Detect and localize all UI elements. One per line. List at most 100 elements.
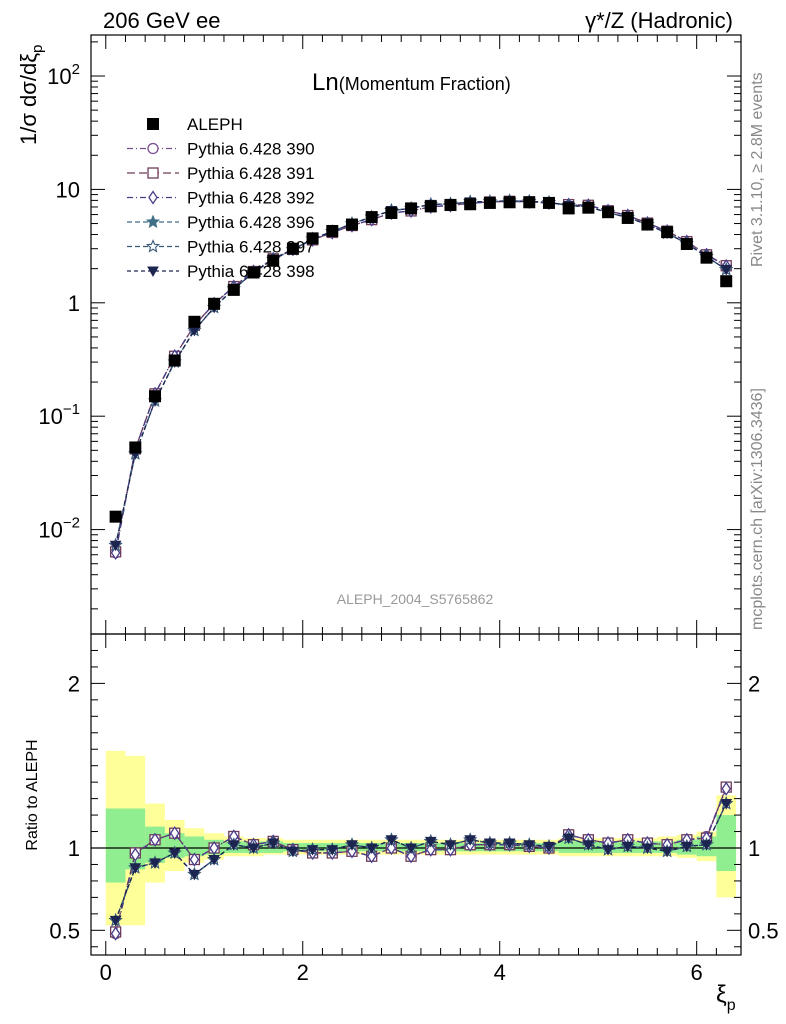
series-point-ratio xyxy=(188,869,201,881)
x-tick-label: 4 xyxy=(494,960,506,985)
legend-marker xyxy=(147,167,159,179)
series-point-ratio xyxy=(150,832,160,847)
series-point-ratio xyxy=(425,842,436,857)
series-point-ratio xyxy=(247,843,260,855)
series-point-ratio xyxy=(110,926,121,941)
data-point xyxy=(168,354,181,367)
y-tick-label-upper: 102 xyxy=(47,61,80,89)
legend: ALEPH Pythia 6.428 390 Pythia 6.428 391 Pyt… xyxy=(127,115,315,281)
data-point xyxy=(405,202,418,215)
series-point-ratio xyxy=(680,841,693,853)
series-line-ratio xyxy=(114,786,727,934)
legend-marker xyxy=(145,239,161,253)
analysis-watermark: ALEPH_2004_S5765862 xyxy=(337,591,494,607)
series-layer xyxy=(108,193,734,941)
y-tick-label-lower-right: 1 xyxy=(748,836,760,861)
data-point xyxy=(267,254,280,267)
data-point xyxy=(641,218,654,231)
lower-ylabel: Ratio to ALEPH xyxy=(24,739,41,850)
series-point-ratio xyxy=(129,863,142,874)
series-point-ratio xyxy=(366,849,377,864)
y-tick-label-lower-left: 2 xyxy=(68,671,80,696)
legend-label: Pythia 6.428 390 xyxy=(187,140,315,159)
x-tick-label: 2 xyxy=(297,960,309,985)
series-line-ratio xyxy=(114,788,727,934)
data-point xyxy=(602,206,615,219)
legend-label: ALEPH xyxy=(187,115,243,134)
y-tick-label-upper: 10 xyxy=(56,177,80,202)
y-tick-label-lower-left: 0.5 xyxy=(49,918,80,943)
y-tick-label-lower-left: 1 xyxy=(68,836,80,861)
data-point xyxy=(345,218,358,231)
series-point-ratio xyxy=(484,838,496,850)
series-point-ratio xyxy=(365,843,378,855)
axes: 0 2 4 6 10−2 10−1 1 10 102 0.5 0.5 1 1 2 2 xyxy=(38,34,779,985)
legend-marker xyxy=(147,266,159,278)
lower-frame xyxy=(90,633,742,956)
series-point-ratio xyxy=(306,845,319,856)
series-point-ratio xyxy=(169,826,180,841)
data-point xyxy=(424,200,437,213)
series-point-ratio xyxy=(406,849,416,864)
series-point-ratio xyxy=(720,799,733,810)
series-point-ratio xyxy=(721,781,732,796)
legend-label: Pythia 6.428 391 xyxy=(187,164,315,183)
y-tick-label-lower-right: 2 xyxy=(748,671,760,696)
x-axis-label: ξp xyxy=(716,981,736,1014)
data-point xyxy=(720,275,733,288)
mcplots-label: mcplots.cern.ch [arXiv:1306.3436] xyxy=(749,388,766,630)
data-point xyxy=(306,232,319,245)
header-right: γ*/Z (Hadronic) xyxy=(585,8,733,33)
legend-marker xyxy=(145,214,161,229)
x-tick-label: 0 xyxy=(100,960,112,985)
data-point xyxy=(247,266,260,279)
series-point-ratio xyxy=(503,838,516,850)
series-point-ratio xyxy=(109,915,122,927)
series-point-top xyxy=(720,264,733,276)
data-point xyxy=(365,211,378,224)
band-inner-bin xyxy=(105,808,126,883)
legend-label: Pythia 6.428 396 xyxy=(187,213,315,232)
data-point xyxy=(129,441,142,454)
data-point xyxy=(503,196,516,209)
series-point-ratio xyxy=(168,848,181,859)
series-point-ratio xyxy=(602,845,614,856)
series-point-ratio xyxy=(464,835,477,846)
y-tick-label-upper: 1 xyxy=(68,291,80,316)
data-point xyxy=(621,211,634,224)
series-point-ratio xyxy=(543,841,555,853)
data-point xyxy=(700,251,713,264)
series-point-ratio xyxy=(386,840,397,856)
data-point xyxy=(523,196,536,209)
series-point-ratio xyxy=(424,836,437,848)
upper-ylabel: 1/σ dσ/dξp xyxy=(16,45,46,145)
series-point-ratio xyxy=(405,843,417,855)
series-point-ratio xyxy=(641,843,654,855)
main-title: Ln(Momentum Fraction) xyxy=(312,69,511,96)
data-point xyxy=(385,206,398,219)
data-point xyxy=(582,201,595,214)
series-point-ratio xyxy=(444,840,457,851)
series-point-ratio xyxy=(287,846,299,858)
series-line-ratio xyxy=(115,803,727,921)
legend-marker xyxy=(148,190,158,205)
band-inner-bin xyxy=(184,836,205,857)
series-point-ratio xyxy=(208,855,220,866)
series-line-ratio xyxy=(115,803,727,921)
data-point xyxy=(286,242,299,255)
rivet-label: Rivet 3.1.10, ≥ 2.8M events xyxy=(749,72,766,267)
data-point xyxy=(680,238,693,251)
series-point-ratio xyxy=(189,852,200,867)
series-point-top xyxy=(109,540,122,552)
data-point xyxy=(109,510,122,523)
header-left: 206 GeV ee xyxy=(103,8,220,33)
legend-marker xyxy=(147,142,159,155)
main-title-sub: (Momentum Fraction) xyxy=(339,74,511,94)
series-point-ratio xyxy=(346,840,358,851)
data-point xyxy=(149,390,162,403)
data-point xyxy=(326,224,339,237)
series-point-ratio xyxy=(385,835,398,846)
data-point xyxy=(227,283,240,296)
legend-marker xyxy=(147,118,159,130)
